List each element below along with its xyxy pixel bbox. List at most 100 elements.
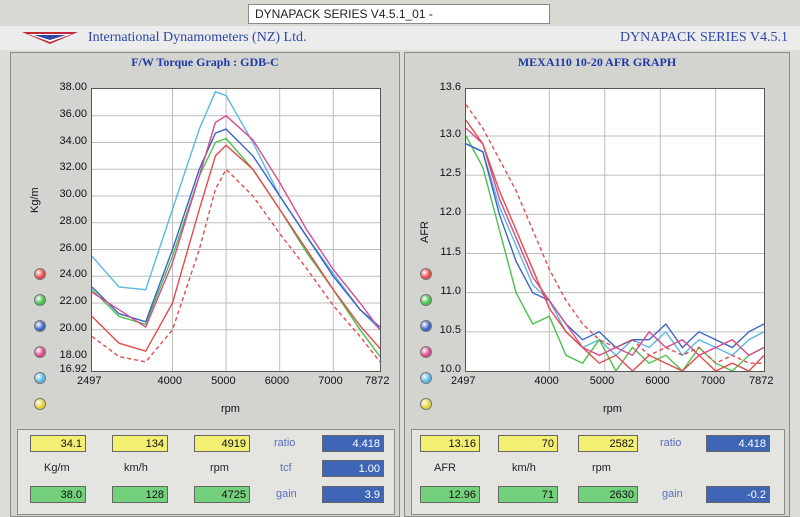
afr-chart-svg bbox=[465, 89, 765, 373]
torque-series-line-3 bbox=[91, 114, 381, 331]
afr-y-tick-label: 10.5 bbox=[439, 323, 461, 336]
tcf-label: tcf bbox=[280, 462, 292, 474]
torque-y-tick-label: 36.00 bbox=[59, 107, 87, 120]
afr-x-tick-label: 2497 bbox=[451, 375, 476, 387]
torque-y-axis-title: Kg/m bbox=[29, 187, 41, 213]
ratio-value: 4.418 bbox=[322, 435, 384, 452]
afr-rpm-unit-label: rpm bbox=[592, 462, 611, 474]
torque-x-tick-label: 6000 bbox=[264, 375, 290, 387]
torque-x-axis-title: rpm bbox=[221, 403, 240, 415]
afr-y-tick-label: 11.0 bbox=[440, 284, 461, 297]
torque-y-tick-label: 26.00 bbox=[59, 241, 87, 254]
torque-max-value: 38.0 bbox=[30, 486, 86, 503]
speed-max-value: 128 bbox=[112, 486, 168, 503]
afr-speed-unit-label: km/h bbox=[512, 462, 536, 474]
afr-ratio-value: 4.418 bbox=[706, 435, 770, 452]
gain-label: gain bbox=[276, 488, 297, 500]
window-titlebar: DYNAPACK SERIES V4.5.1_01 - bbox=[0, 0, 800, 27]
afr-y-tick-label: 13.0 bbox=[439, 128, 461, 140]
rpm-unit-label: rpm bbox=[210, 462, 229, 474]
afr-rpm-max-value: 2630 bbox=[578, 486, 638, 503]
torque-y-tick-label: 18.00 bbox=[59, 348, 87, 361]
afr-current-value: 13.16 bbox=[420, 435, 480, 452]
torque-chart-svg bbox=[91, 89, 381, 371]
afr-y-tick-label: 10.0 bbox=[439, 363, 461, 375]
torque-y-tick-label: 28.00 bbox=[59, 214, 87, 227]
torque-current-value: 34.1 bbox=[30, 435, 86, 452]
afr-series-line-5 bbox=[465, 104, 764, 365]
afr-run-toggle-0[interactable] bbox=[420, 268, 432, 280]
afr-gain-label: gain bbox=[662, 488, 683, 500]
torque-y-tick-label: 32.00 bbox=[59, 161, 87, 174]
afr-panel: MEXA110 10-20 AFR GRAPH 13.6 13.0 12.5 12.0… bbox=[404, 52, 790, 517]
speed-unit-label: km/h bbox=[124, 462, 148, 474]
afr-run-toggle-2[interactable] bbox=[420, 320, 432, 332]
torque-run-toggle-3[interactable] bbox=[34, 346, 46, 358]
afr-x-tick-label: 5000 bbox=[589, 375, 615, 387]
afr-y-tick-label: 13.6 bbox=[439, 81, 461, 93]
torque-x-tick-label: 2497 bbox=[77, 375, 102, 387]
afr-run-toggle-3[interactable] bbox=[420, 346, 432, 358]
series-label: DYNAPACK SERIES V4.5.1 bbox=[619, 30, 788, 45]
torque-y-tick-label: 38.00 bbox=[59, 81, 87, 93]
afr-x-axis-title: rpm bbox=[603, 403, 622, 415]
torque-run-toggle-0[interactable] bbox=[34, 268, 46, 280]
afr-graph-title: MEXA110 10-20 AFR GRAPH bbox=[517, 55, 677, 69]
afr-rpm-current-value: 2582 bbox=[578, 435, 638, 452]
afr-series-line-3 bbox=[465, 127, 765, 357]
torque-x-tick-label: 7000 bbox=[318, 375, 343, 387]
gain-value: 3.9 bbox=[322, 486, 384, 503]
torque-series-line-1 bbox=[91, 137, 381, 358]
afr-run-toggle-5[interactable] bbox=[420, 398, 432, 410]
afr-x-tick-label: 6000 bbox=[645, 375, 670, 387]
torque-y-tick-label: 24.00 bbox=[59, 268, 87, 281]
afr-stats-panel: 13.16 70 2582 AFR km/h rpm 12.96 71 2630… bbox=[411, 429, 785, 515]
company-name: International Dynamometers (NZ) Ltd. bbox=[88, 30, 307, 45]
tcf-value: 1.00 bbox=[322, 460, 384, 477]
torque-x-tick-label: 5000 bbox=[211, 375, 236, 387]
afr-ratio-label: ratio bbox=[660, 437, 682, 449]
torque-y-tick-label: 16.92 bbox=[59, 363, 87, 375]
torque-y-tick-label: 30.00 bbox=[59, 188, 87, 201]
torque-run-toggle-1[interactable] bbox=[34, 294, 46, 306]
torque-run-toggle-4[interactable] bbox=[34, 372, 46, 384]
afr-y-tick-label: 12.5 bbox=[439, 167, 461, 180]
afr-y-tick-label: 11.5 bbox=[440, 245, 461, 258]
afr-x-tick-label: 7872 bbox=[749, 375, 774, 387]
torque-panel: F/W Torque Graph : GDB-C 38.00 36.00 34.00… bbox=[10, 52, 400, 517]
torque-plot-area[interactable] bbox=[91, 88, 381, 372]
window-title: DYNAPACK SERIES V4.5.1_01 - bbox=[248, 4, 550, 24]
torque-x-tick-label: 4000 bbox=[157, 375, 183, 387]
torque-y-tick-label: 22.00 bbox=[59, 295, 87, 308]
rpm-current-value: 4919 bbox=[194, 435, 250, 452]
afr-max-value: 12.96 bbox=[420, 486, 480, 503]
afr-x-tick-label: 4000 bbox=[534, 375, 559, 387]
torque-run-toggle-2[interactable] bbox=[34, 320, 46, 332]
afr-speed-current-value: 70 bbox=[498, 435, 558, 452]
torque-series-line-5 bbox=[91, 168, 381, 363]
company-logo bbox=[22, 32, 78, 44]
torque-unit-label: Kg/m bbox=[44, 462, 70, 474]
afr-run-toggle-1[interactable] bbox=[420, 294, 432, 306]
afr-run-toggle-4[interactable] bbox=[420, 372, 432, 384]
torque-series-line-2 bbox=[91, 128, 381, 328]
torque-run-toggle-5[interactable] bbox=[34, 398, 46, 410]
afr-x-tick-label: 7000 bbox=[700, 375, 726, 387]
torque-x-tick-label: 7872 bbox=[365, 375, 390, 387]
app-header bbox=[0, 26, 800, 50]
speed-current-value: 134 bbox=[112, 435, 168, 452]
afr-series-line-2 bbox=[465, 143, 765, 349]
torque-stats-panel: 34.1 134 4919 Kg/m km/h rpm 38.0 128 472… bbox=[17, 429, 395, 515]
afr-unit-label: AFR bbox=[434, 462, 456, 474]
torque-series-line-0 bbox=[91, 90, 381, 331]
ratio-label: ratio bbox=[274, 437, 296, 449]
afr-y-tick-label: 12.0 bbox=[439, 206, 461, 219]
afr-speed-max-value: 71 bbox=[498, 486, 558, 503]
afr-gain-value: -0.2 bbox=[706, 486, 770, 503]
afr-plot-area[interactable] bbox=[465, 88, 765, 373]
rpm-max-value: 4725 bbox=[194, 486, 250, 503]
torque-y-tick-label: 20.00 bbox=[59, 321, 87, 334]
torque-graph-title: F/W Torque Graph : GDB-C bbox=[131, 55, 279, 69]
afr-y-axis-title: AFR bbox=[419, 221, 431, 243]
torque-y-tick-label: 34.00 bbox=[59, 134, 87, 147]
